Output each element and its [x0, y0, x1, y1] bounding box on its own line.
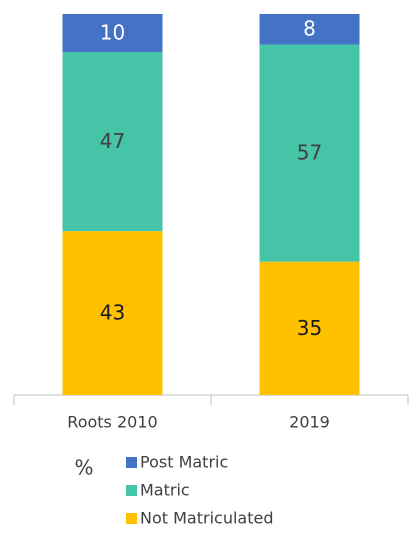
legend-label: Matric — [140, 481, 190, 500]
legend-swatch — [126, 457, 137, 468]
bar-segment — [259, 261, 360, 395]
legend-swatch — [126, 513, 137, 524]
bar-segment — [62, 231, 163, 395]
legend-swatch — [126, 485, 137, 496]
bar-segment — [62, 52, 163, 232]
data-label: 35 — [297, 316, 322, 340]
y-axis-label: % — [74, 456, 93, 480]
bar-segment — [62, 14, 163, 53]
x-tick-label: 2019 — [289, 413, 330, 432]
data-label: 47 — [100, 129, 125, 153]
data-label: 8 — [303, 17, 316, 41]
bar-segment — [259, 44, 360, 262]
data-label: 10 — [100, 21, 125, 45]
data-label: 43 — [100, 301, 125, 325]
legend-label: Post Matric — [140, 453, 228, 472]
data-label: 57 — [297, 141, 322, 165]
x-tick-label: Roots 2010 — [67, 413, 157, 432]
legend-label: Not Matriculated — [140, 509, 273, 528]
bar-segment — [259, 14, 360, 45]
